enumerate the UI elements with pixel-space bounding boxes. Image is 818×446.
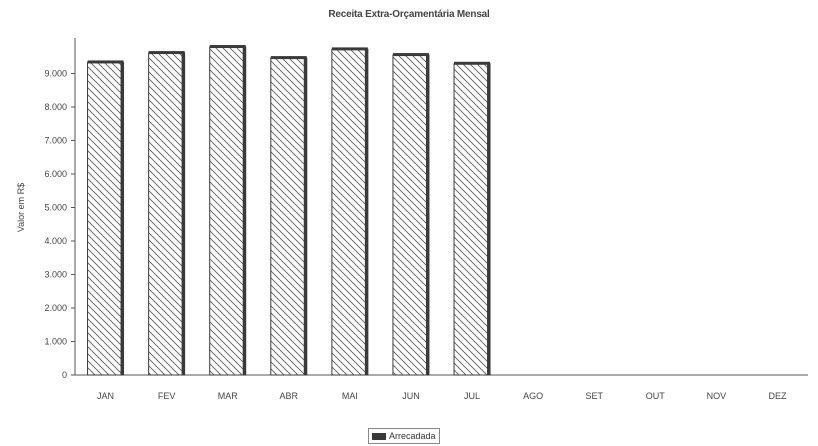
x-tick-label: MAR — [218, 391, 239, 401]
bar-top — [454, 62, 490, 65]
y-axis-label: Valor em R$ — [16, 183, 26, 232]
bar — [271, 58, 307, 375]
bar — [210, 47, 246, 375]
bar-side — [182, 53, 185, 375]
x-tick-label: JUL — [464, 391, 480, 401]
y-tick-label: 2.000 — [44, 303, 67, 313]
bar — [393, 55, 429, 375]
legend-swatch — [372, 433, 386, 440]
y-tick-label: 7.000 — [44, 136, 67, 146]
y-tick-label: 8.000 — [44, 102, 67, 112]
y-tick-label: 0 — [62, 370, 67, 380]
x-tick-label: NOV — [707, 391, 727, 401]
x-tick-label: FEV — [158, 391, 176, 401]
bar-side — [243, 47, 246, 375]
x-tick-label: ABR — [280, 391, 299, 401]
bar-top — [393, 53, 429, 56]
bar-top — [210, 45, 246, 48]
y-tick-label: 4.000 — [44, 236, 67, 246]
bar — [454, 64, 490, 375]
y-tick-label: 9.000 — [44, 69, 67, 79]
bar-top — [149, 51, 185, 54]
bar-side — [487, 64, 490, 375]
x-tick-label: SET — [585, 391, 603, 401]
x-tick-label: DEZ — [768, 391, 787, 401]
y-tick-label: 6.000 — [44, 169, 67, 179]
bar-side — [304, 58, 307, 375]
x-tick-label: JUN — [402, 391, 420, 401]
bar — [88, 62, 124, 375]
x-tick-label: MAI — [342, 391, 358, 401]
x-tick-label: OUT — [646, 391, 666, 401]
bar — [149, 53, 185, 375]
x-tick-label: AGO — [523, 391, 543, 401]
bar-side — [426, 55, 429, 375]
legend-label: Arrecadada — [389, 431, 436, 441]
y-tick-label: 3.000 — [44, 270, 67, 280]
x-tick-label: JAN — [97, 391, 114, 401]
y-tick-label: 5.000 — [44, 203, 67, 213]
bar — [332, 49, 368, 375]
bars-layer — [88, 45, 491, 375]
bar-top — [271, 56, 307, 59]
bar-side — [365, 49, 368, 375]
legend: Arrecadada — [368, 428, 440, 444]
bar-top — [332, 47, 368, 50]
bar-side — [121, 62, 124, 375]
y-tick-label: 1.000 — [44, 337, 67, 347]
bar-top — [88, 60, 124, 63]
